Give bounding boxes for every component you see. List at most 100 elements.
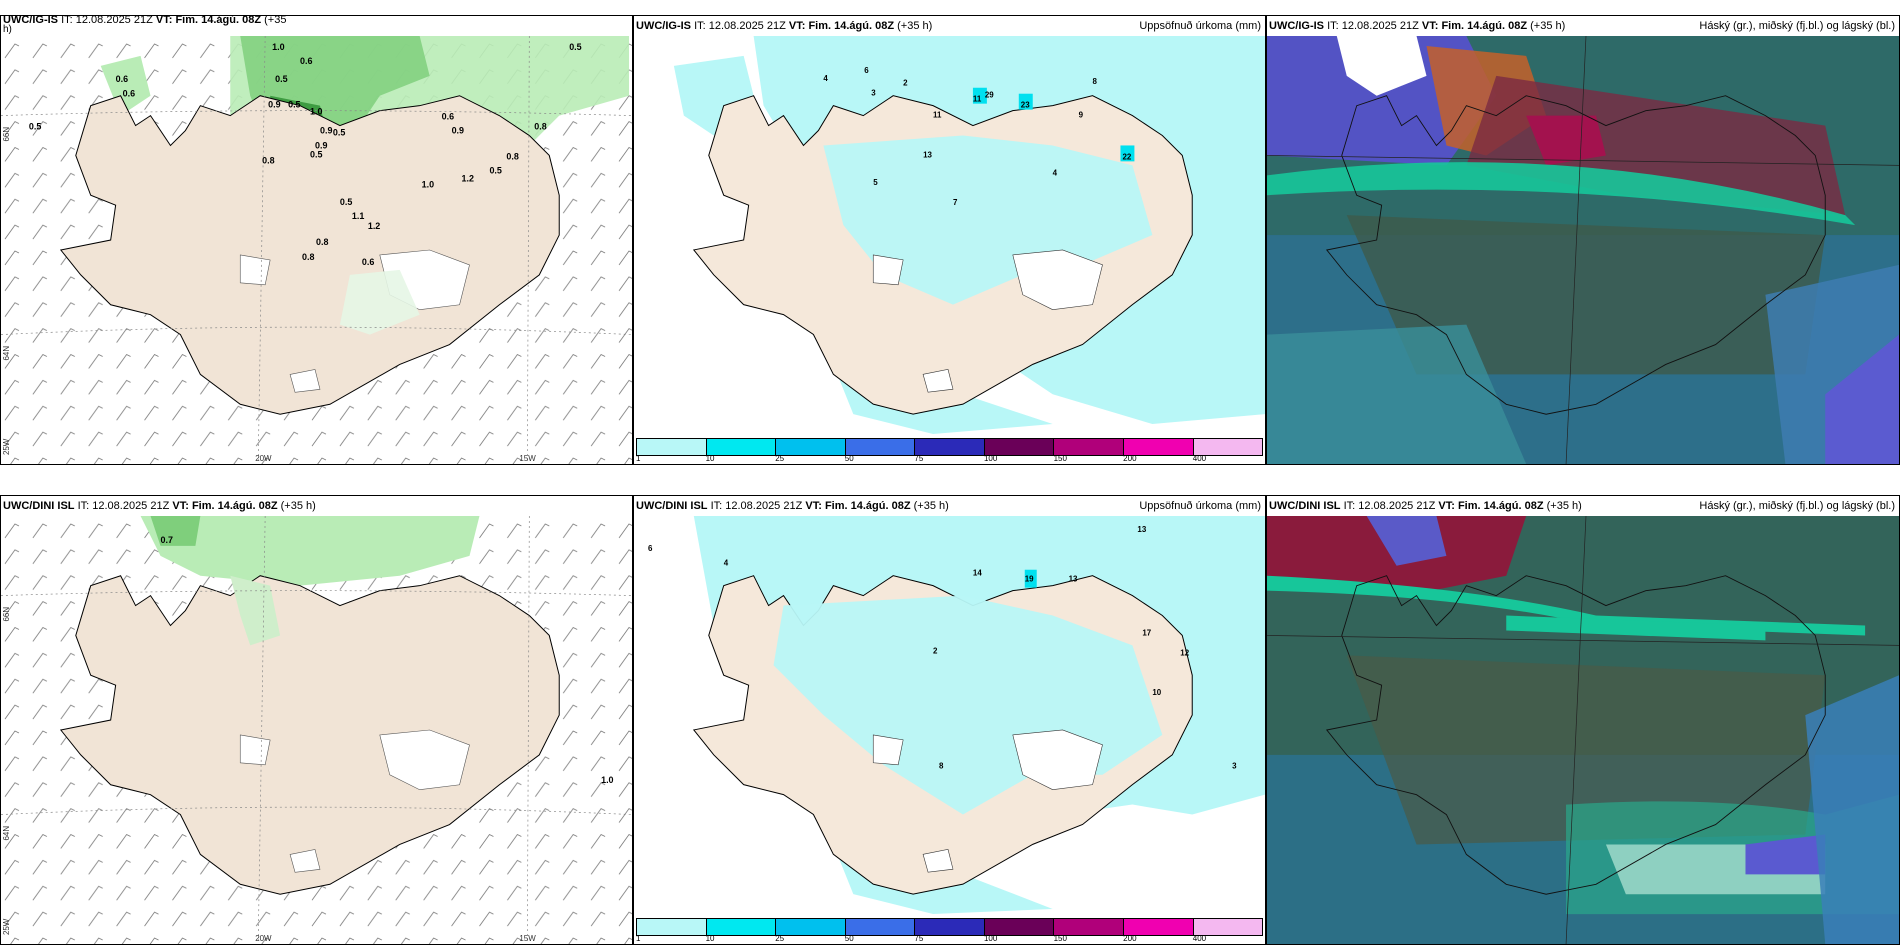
- map-panel-bottom-middle: UWC/DINI ISL IT: 12.08.2025 21Z VT: Fim.…: [633, 495, 1266, 945]
- it-label: IT:: [694, 20, 706, 32]
- valid-time: Fim. 14.ágú. 08Z: [191, 500, 278, 512]
- value-label: 1.2: [368, 221, 380, 231]
- model-name: UWC/IG-IS: [636, 20, 691, 32]
- vt-label: VT:: [805, 500, 822, 512]
- value-label: 9: [1079, 111, 1084, 120]
- lat-label-66n: 66N: [2, 607, 11, 622]
- init-time: 12.08.2025 21Z: [725, 500, 803, 512]
- model-name: UWC/IG-IS: [1269, 20, 1324, 32]
- init-time: 12.08.2025 21Z: [92, 500, 170, 512]
- value-label: 1.2: [462, 173, 474, 183]
- colorbar-label: 200: [1123, 454, 1137, 463]
- value-label: 6: [648, 544, 653, 553]
- value-label: 0.5: [333, 128, 345, 138]
- field-title: Uppsöfnuð úrkoma (mm): [1139, 500, 1261, 512]
- colorbar-label: 25: [775, 454, 785, 463]
- colorbar-label: 400: [1192, 454, 1207, 463]
- lon-label-15w: 15W: [519, 934, 536, 943]
- value-label: 0.5: [288, 100, 300, 110]
- iceland-outline: [1326, 95, 1826, 415]
- lon-label-15w: 15W: [519, 454, 536, 463]
- vt-label: VT:: [788, 20, 806, 32]
- value-label: 0.9: [268, 100, 280, 110]
- it-label: IT:: [710, 500, 723, 512]
- value-label: 23: [1021, 101, 1030, 110]
- map-area: 20W 15W 66N 64N 25W 1.0 0.6 0.5 0.6 0.6 …: [1, 36, 632, 464]
- lon-label-20w: 20W: [255, 934, 272, 943]
- value-label: 0.8: [302, 252, 314, 262]
- value-label: 14: [973, 569, 982, 578]
- map-area: [1267, 36, 1899, 464]
- model-name: UWC/DINI ISL: [1269, 500, 1341, 512]
- value-label: 4: [1053, 168, 1058, 177]
- value-label: 1.0: [272, 42, 284, 52]
- lead-time: (+35 h): [280, 500, 316, 512]
- model-name: UWC/IG-IS: [3, 15, 58, 26]
- value-label: 0.8: [506, 151, 518, 161]
- value-label: 7: [953, 198, 958, 207]
- map-area: 13 19 14 13 17 12 10 8 6 4 3 2: [634, 516, 1265, 916]
- lead-time: (+35 h): [1530, 20, 1566, 32]
- colorbar-label: 75: [914, 934, 924, 943]
- init-time: 12.08.2025 21Z: [708, 20, 786, 32]
- colorbar-label: 50: [844, 934, 854, 943]
- map-svg: [1267, 36, 1899, 464]
- value-label: 4: [823, 74, 828, 83]
- panel-header: UWC/DINI ISL IT: 12.08.2025 21Z VT: Fim.…: [634, 496, 1265, 516]
- value-label: 3: [1232, 762, 1237, 771]
- init-time: 12.08.2025 21Z: [75, 15, 153, 26]
- value-label: 1.0: [422, 179, 434, 189]
- panel-header: UWC/DINI ISL IT: 12.08.2025 21Z VT: Fim.…: [1267, 496, 1899, 516]
- map-panel-top-left: UWC/IG-IS IT: 12.08.2025 21Z VT: Fim. 14…: [0, 15, 633, 465]
- colorbar-swatch: [1054, 919, 1124, 935]
- map-svg: 6 4 3 2 11 8 23 29 11 22 13 7 5 4 9: [634, 36, 1265, 436]
- lead-time: (+35 h): [897, 20, 933, 32]
- colorbar-labels: 1 10 25 50 75 100 150 200 400: [636, 454, 1263, 464]
- value-label: 0.8: [262, 155, 274, 165]
- value-label: 12: [1180, 648, 1189, 657]
- map-area: 6 4 3 2 11 8 23 29 11 22 13 7 5 4 9: [634, 36, 1265, 436]
- vt-label: VT:: [1438, 500, 1455, 512]
- vt-label: VT:: [1421, 20, 1439, 32]
- colorbar-swatch: [915, 919, 985, 935]
- value-label: 0.9: [315, 140, 327, 150]
- colorbar-label: 1: [636, 454, 641, 463]
- colorbar-swatches: [636, 918, 1263, 936]
- value-label: 0.6: [362, 257, 374, 267]
- colorbar-swatch: [776, 919, 846, 935]
- value-label: 11: [933, 111, 942, 120]
- colorbar-swatch: [915, 439, 985, 455]
- colorbar-label: 200: [1123, 934, 1137, 943]
- value-label: 4: [724, 559, 729, 568]
- panel-header: UWC/IG-IS IT: 12.08.2025 21Z VT: Fim. 14…: [634, 16, 1265, 36]
- value-label: 6: [864, 66, 869, 75]
- value-label: 0.6: [442, 112, 454, 122]
- colorbar-label: 100: [983, 454, 998, 463]
- model-name: UWC/DINI ISL: [3, 500, 75, 512]
- colorbar-swatch: [776, 439, 846, 455]
- valid-time: Fim. 14.ágú. 08Z: [1441, 20, 1528, 32]
- valid-time: Fim. 14.ágú. 08Z: [808, 20, 895, 32]
- value-label: 0.7: [160, 535, 172, 545]
- lat-label-25w: 25W: [2, 438, 11, 455]
- iceland-outline: [1326, 575, 1826, 895]
- value-label: 22: [1122, 152, 1131, 161]
- lead-time-cont: h): [3, 24, 12, 35]
- map-panel-top-right: UWC/IG-IS IT: 12.08.2025 21Z VT: Fim. 14…: [1266, 15, 1900, 465]
- colorbar-label: 10: [705, 454, 715, 463]
- map-area: [1267, 516, 1899, 944]
- iceland-landmass: [59, 575, 560, 895]
- it-label: IT:: [77, 500, 90, 512]
- it-label: IT:: [61, 15, 73, 26]
- vt-label: VT:: [155, 15, 173, 26]
- colorbar-label: 1: [636, 934, 641, 943]
- value-label: 17: [1142, 628, 1151, 637]
- value-label: 0.6: [116, 74, 128, 84]
- colorbar-label: 25: [775, 934, 785, 943]
- value-label: 0.5: [310, 149, 322, 159]
- colorbar-label: 100: [983, 934, 998, 943]
- value-label: 0.5: [29, 122, 41, 132]
- field-title: Uppsöfnuð úrkoma (mm): [1139, 20, 1261, 32]
- precip-colorbar: 1 10 25 50 75 100 150 200 400: [634, 916, 1265, 944]
- map-svg: 20W 15W 66N 64N 25W 0.7 1.0: [1, 516, 632, 944]
